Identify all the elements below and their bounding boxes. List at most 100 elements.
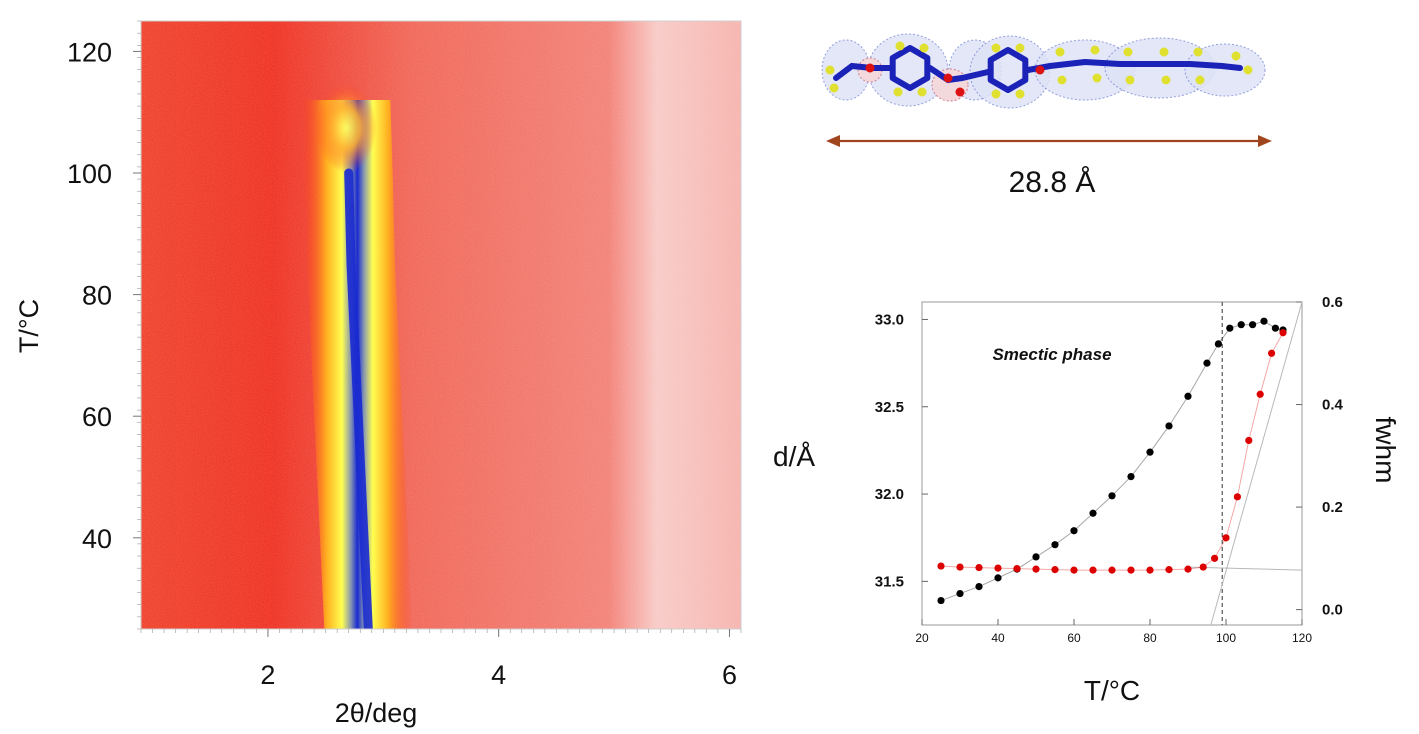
y-axis-label: T/°C — [14, 299, 44, 353]
series-1-point — [1127, 566, 1135, 574]
y-tick-label: 40 — [82, 524, 112, 554]
diffraction-peak-ridge — [302, 83, 413, 629]
hydrogen-atom — [1125, 75, 1135, 85]
hydrogen-atom — [919, 43, 929, 53]
hydrogen-atom — [1195, 75, 1205, 85]
series-1-point — [1146, 566, 1154, 574]
slope-fit-line — [1210, 301, 1303, 626]
series-0-point — [1032, 553, 1040, 561]
x-tick-label: 40 — [991, 631, 1005, 645]
series-1-point — [956, 563, 964, 571]
y-tick-label: 33.0 — [875, 311, 904, 328]
hydrogen-atom — [1161, 75, 1171, 85]
y2-tick-label: 0.4 — [1322, 397, 1344, 414]
series-0-point — [937, 596, 945, 605]
series-0-point — [1249, 321, 1257, 329]
y-tick-label: 31.5 — [875, 573, 904, 590]
arrow-head-left — [826, 135, 840, 147]
series-0-point — [1146, 448, 1154, 456]
heatmap-panel: 2 4 6 40 60 80 100 120 2θ/deg T/°C — [14, 20, 742, 728]
series-0-point — [1070, 527, 1078, 535]
x-axis-label: T/°C — [1084, 675, 1140, 706]
oxygen-atom — [955, 87, 965, 97]
series-0-point — [1271, 324, 1279, 332]
series-1-point — [1051, 566, 1059, 574]
series-1-point — [1013, 565, 1021, 573]
hydrogen-atom — [1231, 51, 1241, 61]
benzene-ring — [889, 45, 931, 91]
oxygen-atom — [943, 73, 953, 83]
series-0-point — [1089, 509, 1097, 517]
x-tick-label: 4 — [491, 660, 506, 690]
series-1-point — [1256, 390, 1264, 398]
hydrogen-atom — [1243, 65, 1253, 75]
hydrogen-atom — [917, 87, 927, 97]
y2-tick-label: 0.2 — [1322, 499, 1343, 516]
series-1-point — [1089, 566, 1097, 574]
hydrogen-atom — [1015, 89, 1025, 99]
hydrogen-atom — [1015, 43, 1025, 53]
series-0-point — [994, 574, 1002, 582]
y-tick-label: 60 — [82, 402, 112, 432]
x-tick-label: 100 — [1216, 631, 1236, 645]
baseline-fit-line — [1187, 566, 1303, 571]
hydrogen-atom — [895, 41, 905, 51]
series-0-point — [1165, 422, 1173, 430]
benzene-ring — [987, 47, 1029, 93]
series-1-point — [1211, 554, 1219, 562]
hydrogen-atom — [1159, 47, 1169, 57]
alkyl-chain — [1025, 59, 1243, 73]
ester-bond — [927, 65, 991, 84]
peak-ridge-core — [344, 168, 373, 629]
series-0-point — [1237, 321, 1245, 329]
molecule-structure — [821, 33, 1266, 109]
series-0-point — [1203, 359, 1211, 367]
y-tick-label: 80 — [82, 281, 112, 311]
methoxy-bond — [833, 62, 893, 81]
series-1-line — [940, 332, 1284, 571]
series-0-point — [1260, 317, 1268, 325]
y-tick-label: 32.5 — [875, 399, 904, 416]
hydrogen-atom — [991, 43, 1001, 53]
peak-ridge-top-glow — [316, 83, 377, 174]
y-tick-label: 120 — [67, 37, 112, 67]
series-0-point — [1127, 472, 1135, 481]
y-tick-label: 100 — [67, 159, 112, 189]
hydrogen-atom — [893, 87, 903, 97]
series-1-point — [1245, 436, 1253, 445]
hydrogen-atom — [1055, 47, 1065, 57]
scatter-panel: 20 40 60 80 100 120 31.5 32.0 32.5 33.0 0.0 0.2 0.4 0… — [773, 294, 1401, 706]
oxygen-atom — [1035, 65, 1045, 75]
series-1-point — [975, 563, 983, 572]
hydrogen-atom — [1090, 45, 1100, 55]
plot-frame — [921, 301, 1303, 626]
molecular-surface — [1184, 43, 1266, 97]
y2-axis-label: fwhm — [1370, 417, 1401, 484]
series-0-point — [1214, 340, 1222, 348]
x-tick-label: 6 — [722, 660, 737, 690]
series-1-point — [1233, 493, 1241, 501]
series-0-line — [940, 320, 1284, 602]
arrow-head-right — [1258, 135, 1272, 147]
series-0-point — [1051, 541, 1059, 549]
series-1-point — [1184, 565, 1192, 573]
series-1-point — [1165, 566, 1173, 574]
hydrogen-atom — [829, 83, 839, 93]
hydrogen-atom — [1057, 75, 1067, 85]
y2-tick-label: 0.6 — [1322, 294, 1343, 311]
x-tick-label: 80 — [1143, 631, 1157, 645]
hydrogen-atom — [991, 89, 1001, 99]
x-tick-label: 2 — [260, 660, 275, 690]
y-axis-label: d/Å — [773, 441, 815, 472]
series-1-point — [1032, 565, 1040, 573]
series-1-point — [1268, 349, 1276, 357]
series-0-point — [1184, 392, 1192, 400]
hydrogen-atom — [1193, 47, 1203, 57]
series-1-point — [1070, 566, 1078, 574]
molecule-length-label: 28.8 Å — [1009, 166, 1096, 199]
x-tick-label: 60 — [1067, 631, 1081, 645]
series-1-point — [1222, 534, 1230, 542]
oxygen-atom — [865, 63, 875, 73]
series-0-point — [1226, 324, 1234, 332]
